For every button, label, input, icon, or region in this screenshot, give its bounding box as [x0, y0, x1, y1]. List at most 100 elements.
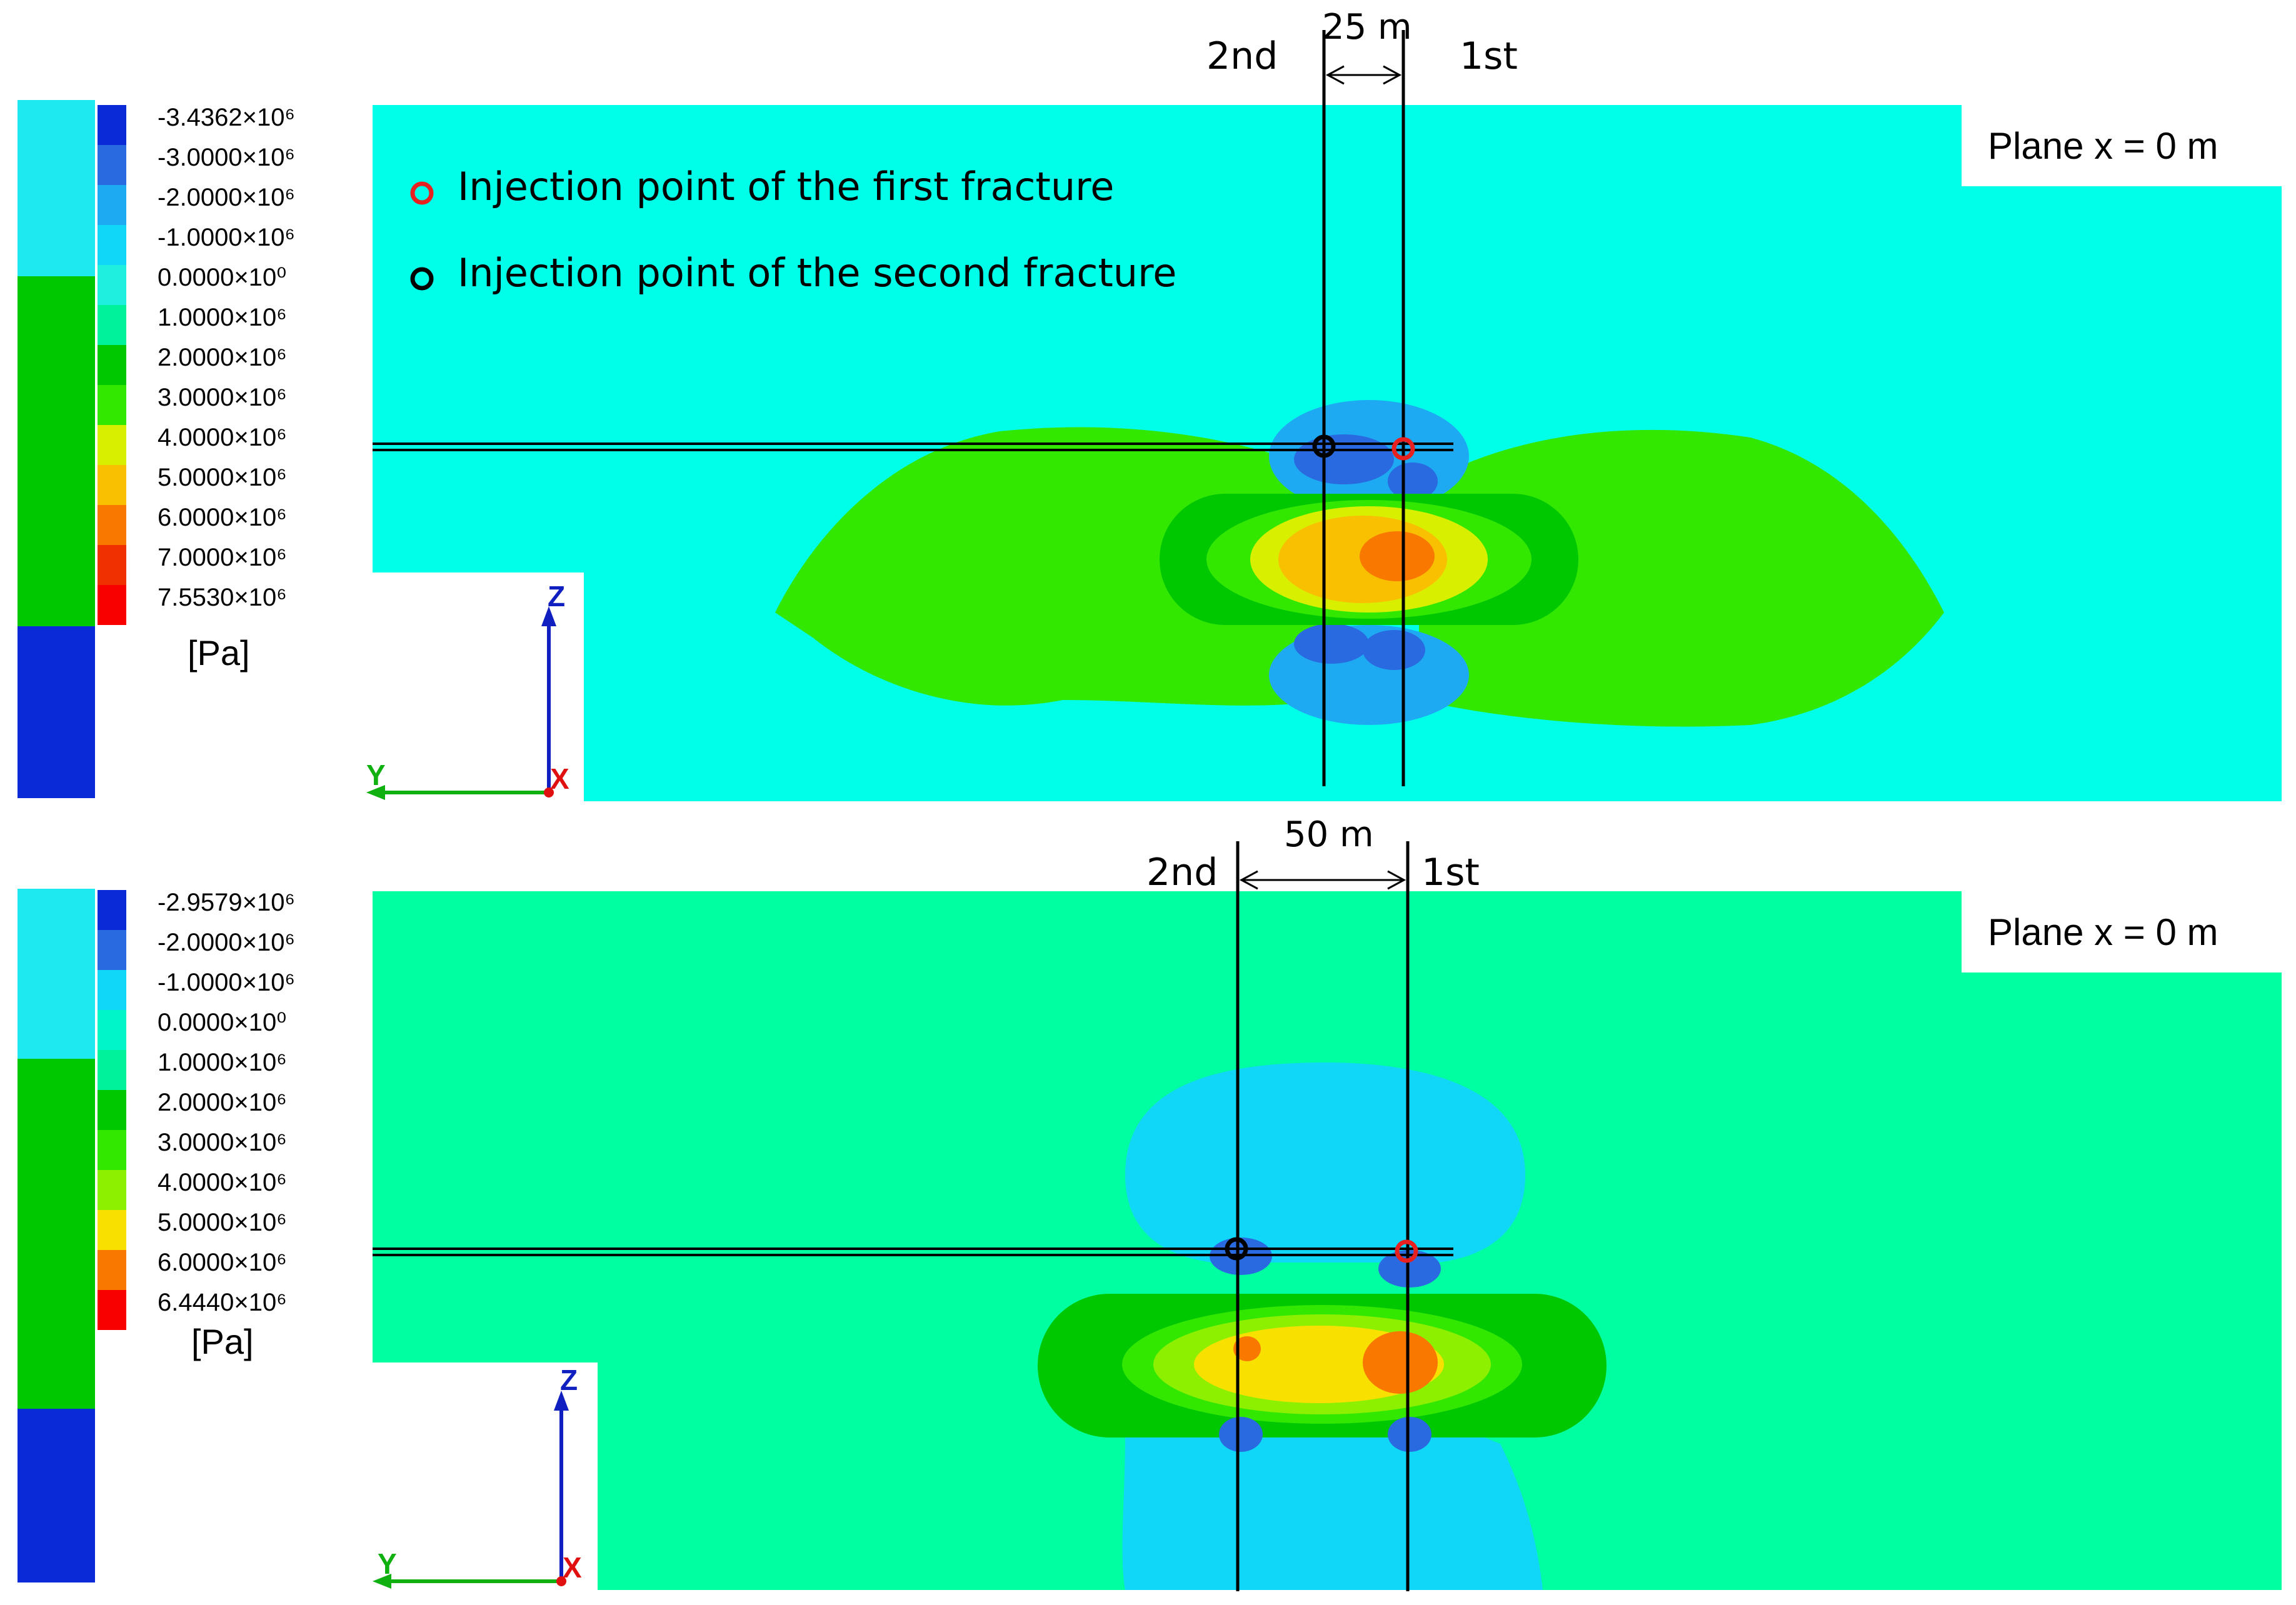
tension-zone-lower — [1122, 1419, 1543, 1590]
legend-label: 2.0000×10⁶ — [158, 1089, 287, 1116]
first-injection-marker — [1391, 437, 1415, 461]
legend-label: -3.4362×10⁶ — [158, 104, 295, 131]
legend-swatch — [98, 1250, 126, 1290]
legend-swatch — [98, 465, 126, 505]
stress-lobe-right — [1419, 429, 1944, 727]
legend-swatch — [98, 425, 126, 465]
x-axis-label: X — [550, 762, 569, 795]
spacing-label: 50 m — [1284, 814, 1374, 855]
legend-swatch — [98, 890, 126, 930]
second-injection-marker — [1312, 434, 1336, 458]
z-axis-label: Z — [548, 580, 565, 612]
compression-peak — [1363, 1331, 1438, 1394]
legend-swatch — [98, 1170, 126, 1210]
bottom-panel: -2.9579×10⁶ -2.0000×10⁶ -1.0000×10⁶ 0.00… — [0, 806, 2296, 1605]
legend-label: 1.0000×10⁶ — [158, 1049, 287, 1076]
legend-swatch — [98, 545, 126, 585]
unit-label: [Pa] — [188, 633, 250, 672]
stress-lobe-left — [775, 427, 1325, 706]
unit-label: [Pa] — [191, 1322, 254, 1361]
legend-swatch — [98, 1050, 126, 1090]
first-fracture-legend-label: Injection point of the first fracture — [458, 164, 1114, 209]
tension-core-upper — [1294, 434, 1394, 484]
legend-label: -2.0000×10⁶ — [158, 929, 295, 956]
legend-swatch — [98, 345, 126, 385]
tension-core-lower — [1294, 624, 1369, 664]
legend-swatch — [98, 1210, 126, 1250]
legend-swatch — [98, 1130, 126, 1170]
sidebar-segment-cyan — [18, 889, 95, 1059]
legend-label: 6.0000×10⁶ — [158, 1249, 287, 1276]
tension-core-upper-2 — [1388, 462, 1438, 500]
legend-label: 0.0000×10⁰ — [158, 1009, 287, 1036]
legend-label: 4.0000×10⁶ — [158, 1169, 287, 1196]
sidebar-segment-green — [18, 276, 95, 626]
sidebar-segment-blue — [18, 1409, 95, 1582]
tension-core — [1219, 1417, 1263, 1452]
sidebar-segment-blue — [18, 626, 95, 798]
y-axis-arrow-icon — [373, 1574, 391, 1589]
compression-peak-2 — [1233, 1336, 1261, 1361]
legend-swatch — [98, 385, 126, 425]
legend-swatch — [98, 1010, 126, 1050]
second-fracture-legend-icon — [410, 267, 434, 291]
legend-label: 3.0000×10⁶ — [158, 384, 287, 411]
contour-plot-top: Injection point of the first fracture In… — [366, 7, 2282, 801]
z-axis-arrow-icon — [541, 606, 556, 626]
arrowhead-right-icon — [1383, 65, 1402, 85]
legend-label: -3.0000×10⁶ — [158, 144, 295, 171]
contour-plot-bottom: 2nd 1st 50 m Plane x = 0 m Z Y X — [373, 814, 2282, 1591]
legend-label: 7.0000×10⁶ — [158, 544, 287, 571]
tension-zone-upper — [1125, 1062, 1525, 1262]
legend-label: -2.9579×10⁶ — [158, 889, 295, 916]
legend-swatch — [98, 305, 126, 345]
legend-swatch — [98, 145, 126, 185]
x-axis-label: X — [563, 1551, 582, 1584]
legend-label: 5.0000×10⁶ — [158, 464, 287, 491]
top-panel: -3.4362×10⁶ -3.0000×10⁶ -2.0000×10⁶ -1.0… — [18, 7, 2282, 801]
compression-peak — [1360, 531, 1435, 581]
legend-label: 2.0000×10⁶ — [158, 344, 287, 371]
legend-label: -2.0000×10⁶ — [158, 184, 295, 211]
legend-swatch — [98, 225, 126, 265]
first-injection-marker — [1395, 1239, 1418, 1263]
legend-swatch — [98, 930, 126, 970]
z-axis-arrow-icon — [554, 1391, 569, 1411]
fracture-label-first: 1st — [1421, 851, 1480, 894]
legend-label: 6.0000×10⁶ — [158, 504, 287, 531]
legend-label: 3.0000×10⁶ — [158, 1129, 287, 1156]
second-fracture-legend-label: Injection point of the second fracture — [458, 250, 1176, 296]
plane-label: Plane x = 0 m — [1988, 125, 2218, 167]
tension-core — [1388, 1417, 1431, 1452]
first-fracture-legend-icon — [410, 181, 434, 205]
legend-label: 6.4440×10⁶ — [158, 1289, 287, 1316]
tension-core-lower-2 — [1363, 630, 1425, 670]
legend-label: 7.5530×10⁶ — [158, 584, 287, 611]
spacing-label: 25 m — [1322, 7, 1412, 48]
legend-label: -1.0000×10⁶ — [158, 224, 295, 251]
plane-label-box — [1962, 105, 2282, 186]
fracture-label-second: 2nd — [1146, 851, 1218, 894]
arrowhead-left-icon — [1325, 65, 1345, 85]
sidebar-segment-green — [18, 1059, 95, 1409]
y-axis-label: Y — [378, 1548, 397, 1580]
z-axis-label: Z — [560, 1364, 578, 1396]
legend-label: 4.0000×10⁶ — [158, 424, 287, 451]
sidebar-segment-cyan — [18, 100, 95, 276]
legend-label: -1.0000×10⁶ — [158, 969, 295, 996]
legend-swatch — [98, 505, 126, 545]
legend-swatch — [98, 585, 126, 625]
legend-label: 0.0000×10⁰ — [158, 264, 287, 291]
legend-swatch — [98, 185, 126, 225]
legend-swatch — [98, 1290, 126, 1330]
legend-swatch — [98, 1090, 126, 1130]
x-axis-point-icon — [556, 1576, 566, 1586]
fracture-label-first: 1st — [1460, 34, 1518, 78]
y-axis-arrow-icon — [366, 785, 385, 800]
y-axis-label: Y — [366, 759, 386, 791]
legend-label: 5.0000×10⁶ — [158, 1209, 287, 1236]
plane-label-box — [1962, 891, 2282, 972]
legend-swatch — [98, 105, 126, 145]
fracture-label-second: 2nd — [1206, 34, 1278, 78]
tension-core — [1378, 1250, 1441, 1288]
